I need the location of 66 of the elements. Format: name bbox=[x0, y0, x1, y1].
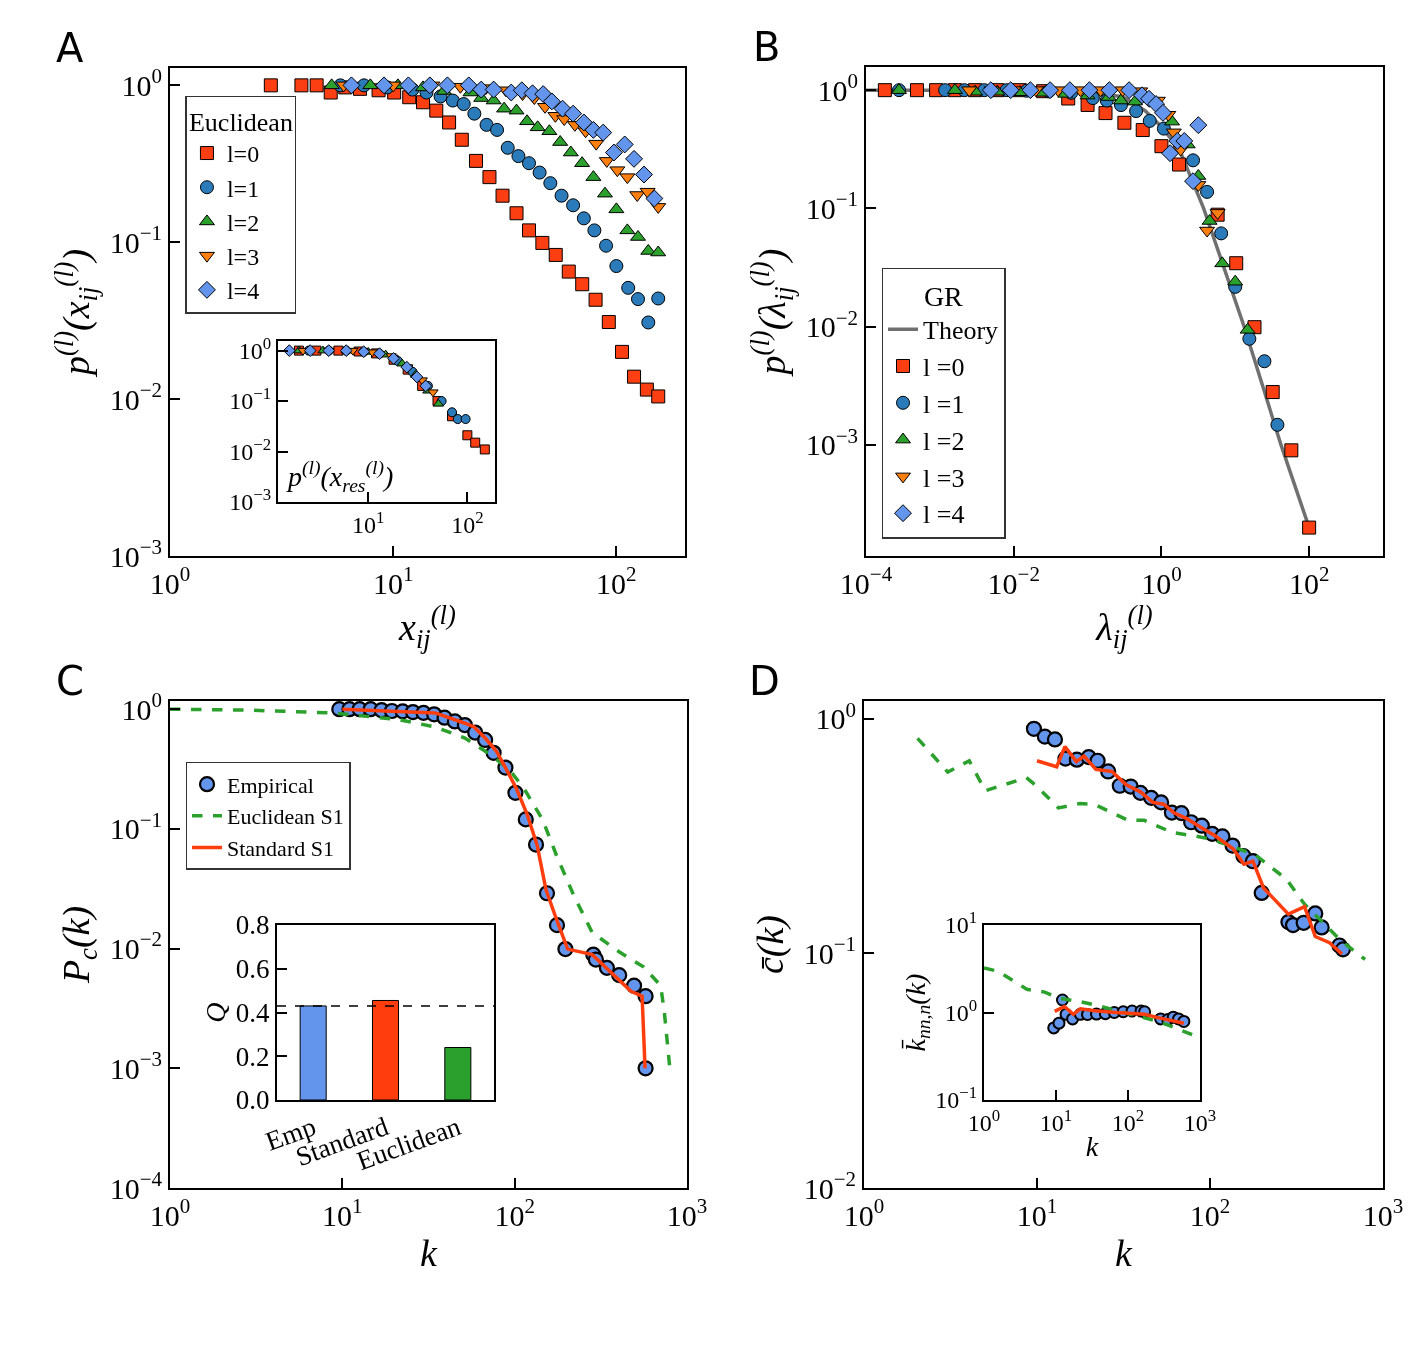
y-tick-label: 10$^{−1}$ bbox=[109, 221, 162, 259]
legend-label: Standard S1 bbox=[227, 835, 334, 861]
x-axis-title: k bbox=[420, 1231, 439, 1274]
y-tick-label: 10$^{0}$ bbox=[815, 697, 856, 736]
x-axis-title: k bbox=[1115, 1231, 1134, 1274]
y-tick-label: 0.4 bbox=[235, 997, 271, 1028]
legend-label: l=3 bbox=[226, 244, 260, 270]
y-tick-label: 10$^{−2}$ bbox=[109, 927, 162, 966]
y-tick-label: 10$^{−1}$ bbox=[109, 807, 162, 846]
y-tick-label: 10$^{−1}$ bbox=[229, 384, 272, 415]
x-tick-label: 10$^{1}$ bbox=[372, 562, 414, 600]
y-tick-label: 10$^{0}$ bbox=[121, 64, 162, 102]
y-axis-title: c̄(k) bbox=[749, 914, 793, 975]
legend-label: l =1 bbox=[923, 389, 965, 419]
x-tick-label: 10$^{2}$ bbox=[1288, 562, 1330, 600]
x-tick-label: 10$^{2}$ bbox=[494, 1194, 535, 1232]
legend-label: l=4 bbox=[226, 278, 260, 305]
chart-title: D bbox=[749, 658, 780, 704]
x-tick-label: 10$^{2}$ bbox=[1189, 1194, 1231, 1232]
y-tick-label: 10$^{0}$ bbox=[121, 688, 162, 726]
x-tick-label: 10$^{3}$ bbox=[666, 1194, 708, 1232]
y-tick-label: 0.0 bbox=[235, 1085, 270, 1116]
y-tick-label: 10$^{−2}$ bbox=[805, 305, 858, 344]
y-tick-label: 10$^{−1}$ bbox=[805, 187, 858, 225]
y-tick-label: 10$^{0}$ bbox=[944, 995, 978, 1026]
chart-title: A bbox=[56, 25, 84, 71]
legend-label: Empirical bbox=[227, 772, 314, 798]
legend-label: l=1 bbox=[226, 175, 260, 202]
legend-label: Euclidean S1 bbox=[227, 804, 344, 830]
x-tick-label: 10$^{−2}$ bbox=[987, 562, 1040, 600]
x-tick-label: 10$^{1}$ bbox=[1039, 1105, 1073, 1136]
y-tick-label: 10$^{−1}$ bbox=[803, 932, 856, 970]
y-tick-label: 10$^{−2}$ bbox=[109, 378, 162, 416]
y-tick-label: 0.8 bbox=[235, 910, 270, 941]
legend-label: l=2 bbox=[226, 209, 260, 236]
legend-label: l=0 bbox=[226, 141, 260, 168]
legend-title: GR bbox=[923, 280, 964, 312]
legend-label: l =2 bbox=[923, 426, 965, 456]
y-tick-label: 0.2 bbox=[235, 1041, 270, 1072]
x-tick-label: 10$^{2}$ bbox=[1111, 1105, 1145, 1136]
legend-label: l =3 bbox=[923, 463, 965, 493]
y-axis-title: Q bbox=[200, 1002, 232, 1023]
y-tick-label: 10$^{−3}$ bbox=[109, 1047, 162, 1085]
x-tick-label: 10$^{3}$ bbox=[1183, 1105, 1217, 1136]
x-tick-label: 10$^{1}$ bbox=[1016, 1194, 1058, 1232]
y-tick-label: 0.6 bbox=[235, 954, 270, 985]
legend-label: l =4 bbox=[923, 500, 965, 530]
x-tick-label: 10$^{3}$ bbox=[1362, 1194, 1404, 1232]
legend-label: Theory bbox=[923, 316, 999, 346]
chart-title: B bbox=[753, 24, 781, 70]
x-tick-label: 10$^{1}$ bbox=[322, 1194, 363, 1232]
y-tick-label: 10$^{1}$ bbox=[944, 908, 978, 939]
chart-title: C bbox=[56, 658, 84, 704]
y-tick-label: 10$^{−3}$ bbox=[229, 485, 272, 516]
annotation: p$^{(l)}$(x$_{res}$$^{(l)}$) bbox=[286, 457, 394, 496]
x-axis-title: k bbox=[1085, 1131, 1099, 1163]
y-tick-label: 10$^{−3}$ bbox=[805, 423, 858, 462]
x-tick-label: 10$^{0}$ bbox=[1141, 562, 1182, 600]
x-tick-label: 10$^{−4}$ bbox=[839, 562, 893, 600]
y-tick-label: 10$^{−2}$ bbox=[229, 434, 272, 465]
legend-title: Euclidean bbox=[188, 107, 293, 137]
legend-label: l =0 bbox=[923, 353, 965, 383]
x-tick-label: 10$^{2}$ bbox=[596, 562, 637, 600]
y-tick-label: 10$^{0}$ bbox=[817, 69, 858, 107]
x-tick-label: 10$^{2}$ bbox=[451, 507, 484, 538]
y-tick-label: 10$^{0}$ bbox=[238, 333, 272, 365]
